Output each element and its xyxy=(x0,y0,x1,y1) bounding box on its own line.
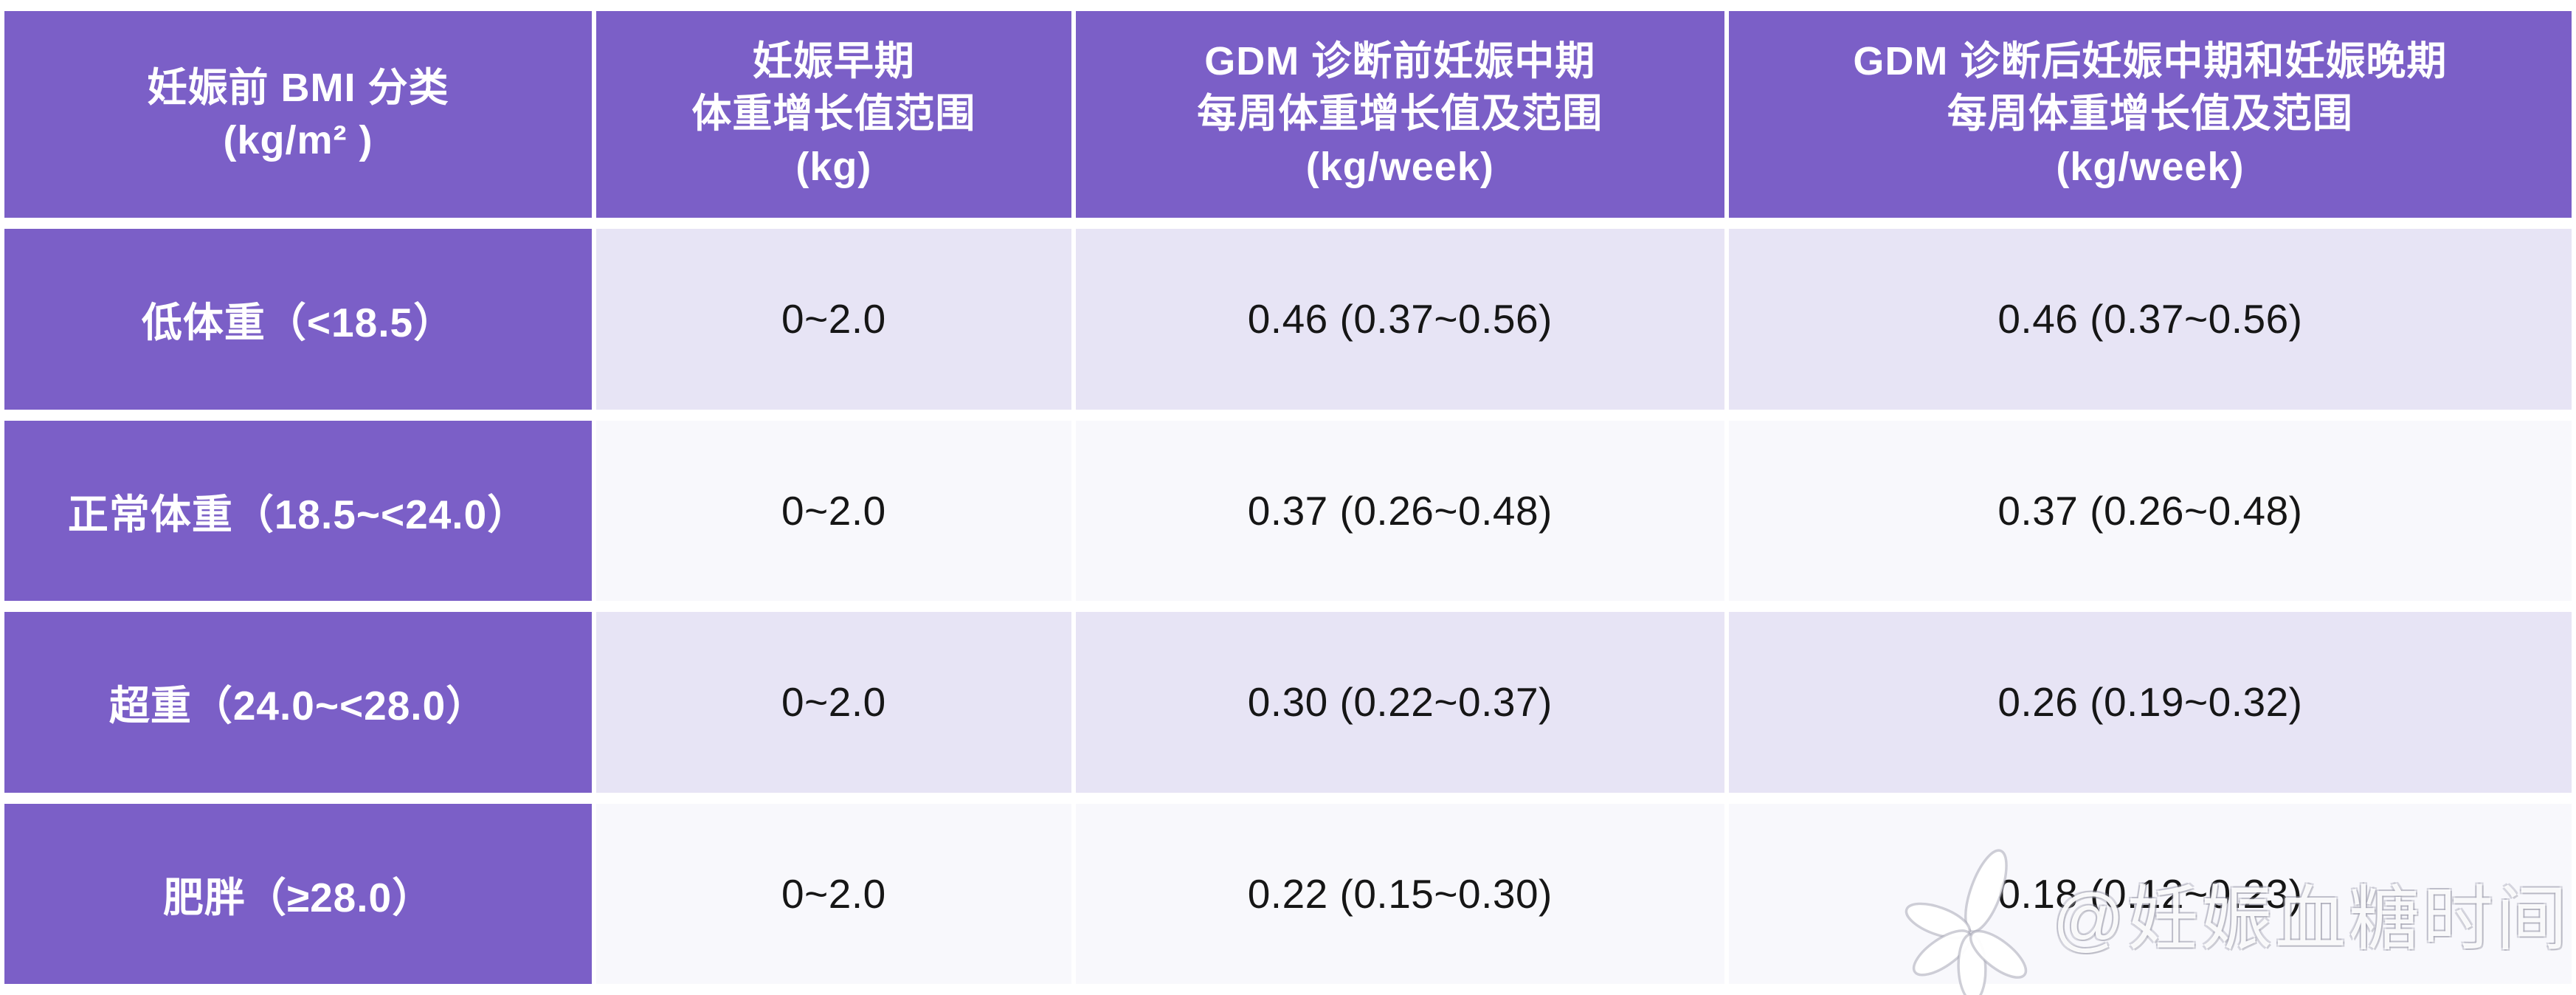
header-line: (kg/week) xyxy=(2056,144,2245,189)
cell-pre-gdm-gain: 0.37 (0.26~0.48) xyxy=(1075,420,1724,601)
header-line: (kg/m² ) xyxy=(223,118,373,162)
header-line: (kg) xyxy=(795,144,872,189)
cell-post-gdm-gain: 0.37 (0.26~0.48) xyxy=(1728,420,2572,601)
cell-pre-gdm-gain: 0.46 (0.37~0.56) xyxy=(1075,229,1724,410)
header-line: 妊娠早期 xyxy=(752,39,915,84)
header-line: GDM 诊断后妊娠中期和妊娠晚期 xyxy=(1853,39,2448,84)
header-line: (kg/week) xyxy=(1305,144,1494,189)
header-line: 每周体重增长值及范围 xyxy=(1947,92,2353,137)
table-row-overweight: 超重（24.0~<28.0） 0~2.0 0.30 (0.22~0.37) 0.… xyxy=(4,612,2572,793)
cell-post-gdm-gain: 0.26 (0.19~0.32) xyxy=(1728,612,2572,793)
row-label: 正常体重（18.5~<24.0） xyxy=(4,420,593,601)
header-line: 体重增长值范围 xyxy=(691,92,976,137)
header-bmi-category: 妊娠前 BMI 分类 (kg/m² ) xyxy=(4,11,593,218)
header-line: 每周体重增长值及范围 xyxy=(1197,92,1603,137)
header-row: 妊娠前 BMI 分类 (kg/m² ) 妊娠早期 体重增长值范围 (kg) GD… xyxy=(4,11,2572,218)
cell-pre-gdm-gain: 0.30 (0.22~0.37) xyxy=(1075,612,1724,793)
table-row-normal-weight: 正常体重（18.5~<24.0） 0~2.0 0.37 (0.26~0.48) … xyxy=(4,420,2572,601)
row-label: 肥胖（≥28.0） xyxy=(4,803,593,984)
cell-early-gain: 0~2.0 xyxy=(596,420,1071,601)
cell-pre-gdm-gain: 0.22 (0.15~0.30) xyxy=(1075,803,1724,984)
header-early-pregnancy-gain: 妊娠早期 体重增长值范围 (kg) xyxy=(596,11,1071,218)
cell-post-gdm-gain: 0.18 (0.12~0.23) xyxy=(1728,803,2572,984)
cell-early-gain: 0~2.0 xyxy=(596,229,1071,410)
header-line: 妊娠前 BMI 分类 xyxy=(147,65,449,110)
table-row-underweight: 低体重（<18.5） 0~2.0 0.46 (0.37~0.56) 0.46 (… xyxy=(4,229,2572,410)
cell-post-gdm-gain: 0.46 (0.37~0.56) xyxy=(1728,229,2572,410)
cell-early-gain: 0~2.0 xyxy=(596,803,1071,984)
table-row-obese: 肥胖（≥28.0） 0~2.0 0.22 (0.15~0.30) 0.18 (0… xyxy=(4,803,2572,984)
header-post-gdm-weekly-gain: GDM 诊断后妊娠中期和妊娠晚期 每周体重增长值及范围 (kg/week) xyxy=(1728,11,2572,218)
cell-early-gain: 0~2.0 xyxy=(596,612,1071,793)
header-line: GDM 诊断前妊娠中期 xyxy=(1204,39,1596,84)
row-label: 超重（24.0~<28.0） xyxy=(4,612,593,793)
row-label: 低体重（<18.5） xyxy=(4,229,593,410)
header-pre-gdm-weekly-gain: GDM 诊断前妊娠中期 每周体重增长值及范围 (kg/week) xyxy=(1075,11,1724,218)
